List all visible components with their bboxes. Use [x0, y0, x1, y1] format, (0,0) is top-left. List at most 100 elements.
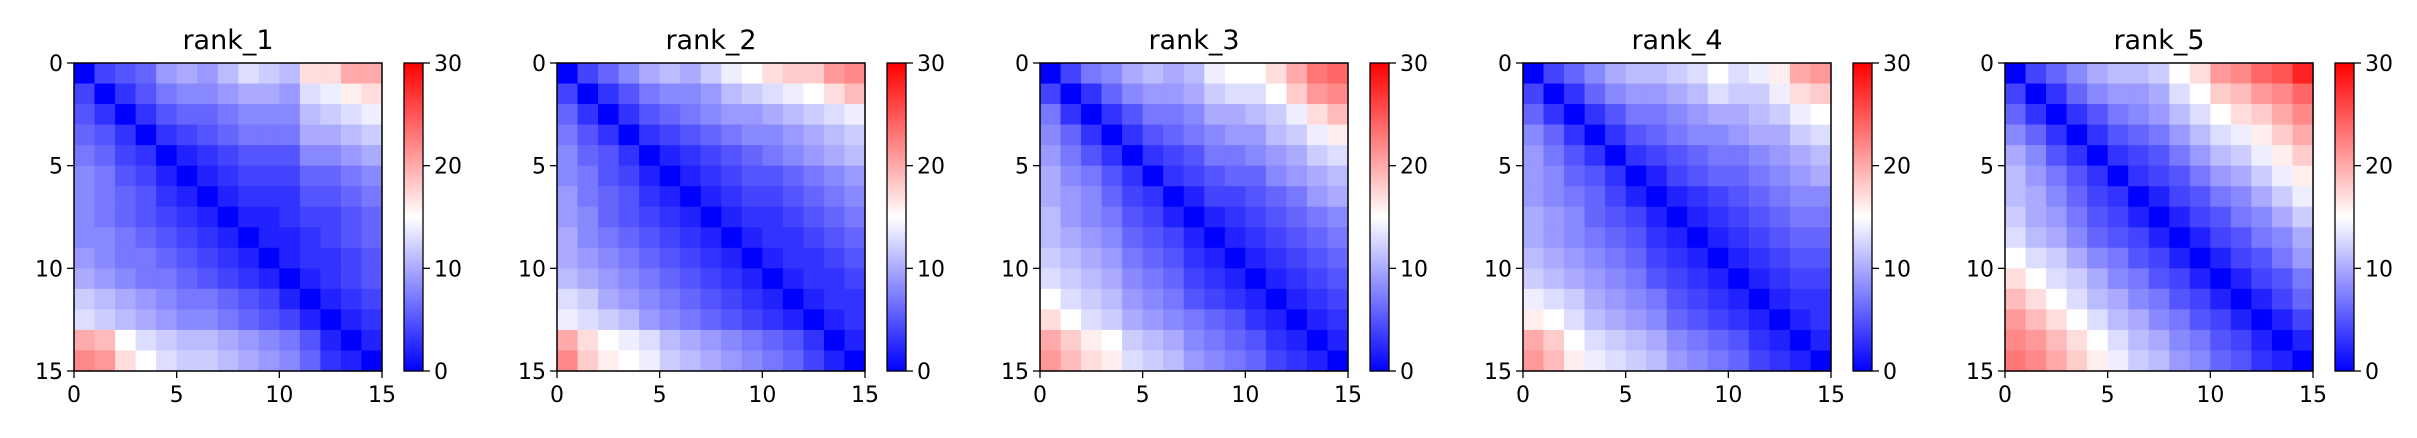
heatmap-cell: [2087, 104, 2109, 126]
heatmap-cell: [1728, 206, 1750, 228]
heatmap-cell: [1245, 186, 1267, 208]
heatmap-cell: [279, 63, 301, 85]
heatmap-cell: [1707, 104, 1729, 126]
heatmap-cell: [1204, 329, 1226, 352]
heatmap-cell: [1204, 350, 1226, 372]
heatmap-cell: [1789, 145, 1812, 167]
heatmap-cell: [1060, 309, 1082, 331]
heatmap-cell: [639, 268, 661, 290]
heatmap-cell: [1523, 309, 1545, 331]
heatmap-cell: [1707, 268, 1729, 290]
colorbar-segment: [2335, 227, 2354, 231]
heatmap-cell: [577, 124, 599, 146]
colorbar-segment: [887, 199, 906, 203]
heatmap-cell: [659, 104, 681, 126]
heatmap-cell: [659, 206, 681, 228]
heatmap-cell: [115, 288, 137, 310]
heatmap-cell: [803, 165, 825, 187]
heatmap-cell: [258, 247, 280, 269]
heatmap-cell: [340, 247, 363, 269]
heatmap-cell: [1224, 309, 1246, 331]
heatmap-cell: [700, 288, 722, 310]
heatmap-cell: [1605, 288, 1627, 310]
heatmap-cell: [1584, 309, 1606, 331]
colorbar-segment: [2335, 150, 2354, 154]
colorbar-segment: [887, 329, 906, 334]
colorbar-segment: [404, 350, 423, 354]
colorbar-segment: [887, 183, 906, 187]
heatmap-cell: [1523, 268, 1545, 290]
heatmap-cell: [197, 206, 219, 228]
colorbar-segment: [1370, 247, 1389, 251]
colorbar-segment: [887, 309, 906, 313]
colorbar-segment: [887, 111, 906, 115]
colorbar-segment: [404, 294, 423, 298]
heatmap-cell: [1810, 104, 1832, 126]
heatmap-cell: [700, 268, 722, 290]
heatmap-cell: [659, 247, 681, 269]
colorbar-segment: [404, 140, 423, 144]
heatmap-cell: [2066, 309, 2088, 331]
colorbar-segment: [1370, 360, 1389, 364]
heatmap-cell: [2189, 247, 2211, 269]
x-tick-label: 5: [1136, 383, 1150, 408]
heatmap-cell: [741, 124, 763, 146]
colorbar-segment: [1370, 75, 1389, 79]
heatmap-cell: [1666, 145, 1688, 167]
heatmap-cell: [1081, 83, 1103, 105]
colorbar-segment: [887, 242, 906, 246]
heatmap-cell: [217, 309, 239, 331]
colorbar-segment: [1853, 137, 1872, 141]
y-tick-label: 5: [532, 155, 546, 180]
colorbar-tick-label: 0: [917, 360, 931, 385]
heatmap-cell: [1810, 227, 1832, 249]
colorbar-segment: [887, 342, 906, 346]
heatmap-cell: [1584, 350, 1606, 372]
colorbar-segment: [404, 175, 423, 180]
heatmap-cell: [156, 63, 178, 85]
colorbar-segment: [1853, 263, 1872, 267]
y-tick-label: 0: [49, 52, 63, 77]
heatmap-cell: [2169, 247, 2191, 269]
heatmap-cell: [557, 350, 579, 372]
colorbar-segment: [404, 83, 423, 87]
heatmap-cell: [238, 206, 260, 228]
heatmap-cell: [2230, 329, 2252, 352]
heatmap-cell: [741, 165, 763, 187]
colorbar-segment: [2335, 234, 2354, 239]
heatmap-cell: [1789, 350, 1812, 372]
heatmap-cell: [1122, 186, 1144, 208]
colorbar-segment: [404, 278, 423, 282]
heatmap-cell: [1265, 350, 1287, 372]
heatmap-cell: [659, 288, 681, 310]
heatmap-cell: [1183, 104, 1205, 126]
heatmap-cell: [2066, 124, 2088, 146]
heatmap-cell: [557, 165, 579, 187]
colorbar-tick-label: 20: [2365, 155, 2393, 180]
y-tick-label: 10: [1001, 257, 1029, 282]
heatmap-cell: [2087, 247, 2109, 269]
colorbar-segment: [404, 183, 423, 187]
colorbar-segment: [1853, 145, 1872, 149]
heatmap-cell: [258, 83, 280, 105]
heatmap-cell: [659, 268, 681, 290]
heatmap-cell: [577, 186, 599, 208]
colorbar-segment: [404, 317, 423, 321]
colorbar-segment: [1853, 70, 1872, 74]
heatmap-cell: [1584, 145, 1606, 167]
colorbar-tick-label: 20: [1883, 155, 1911, 180]
colorbar-segment: [1370, 355, 1389, 359]
heatmap-cell: [1707, 124, 1729, 146]
colorbar-segment: [1370, 276, 1389, 280]
colorbar-segment: [404, 252, 423, 257]
heatmap-cell: [1728, 104, 1750, 126]
colorbar-segment: [1370, 286, 1389, 290]
colorbar-segment: [887, 278, 906, 282]
heatmap-cell: [2210, 268, 2232, 290]
heatmap-cell: [1728, 63, 1750, 85]
colorbar-segment: [1853, 165, 1872, 169]
colorbar-segment: [404, 150, 423, 154]
colorbar-tick-label: 30: [917, 52, 945, 77]
heatmap-cell: [1224, 268, 1246, 290]
colorbar-segment: [2335, 345, 2354, 349]
